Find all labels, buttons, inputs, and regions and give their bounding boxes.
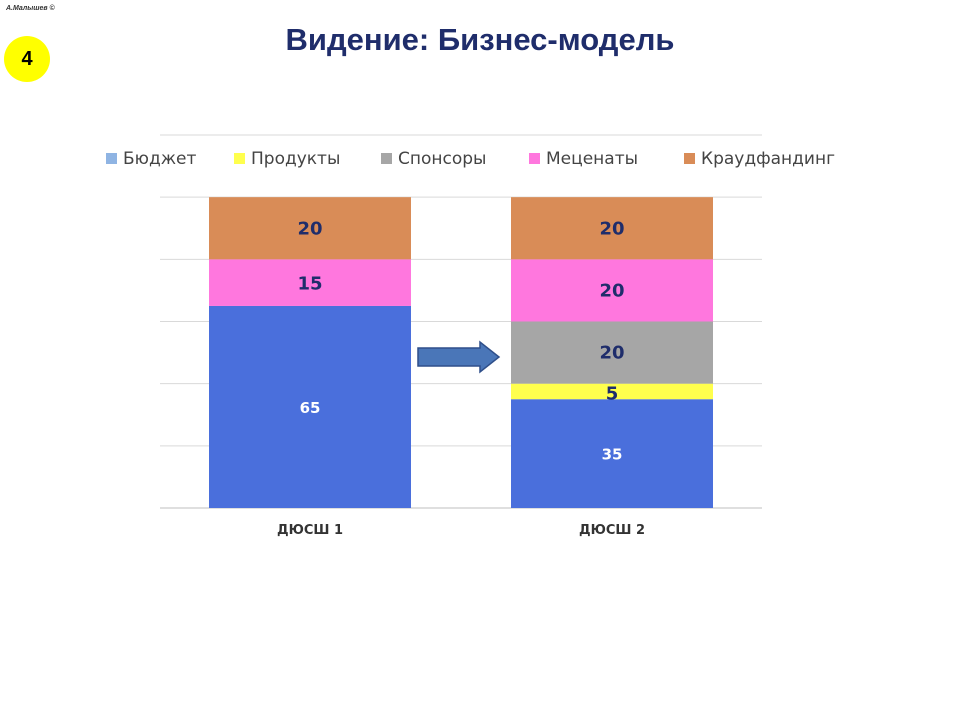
data-label: 5 [606, 384, 619, 405]
legend-swatch [529, 153, 540, 164]
data-label: 20 [599, 343, 624, 364]
data-label: 20 [599, 218, 624, 239]
bar-segment [511, 321, 713, 384]
bar-segment [209, 305, 411, 508]
data-label: 15 [297, 273, 322, 294]
slide-title: Видение: Бизнес-модель [285, 22, 675, 57]
x-axis-tick-labels: ДЮСШ 1 ДЮСШ 2 [277, 523, 645, 538]
legend-swatch [106, 153, 117, 164]
transition-arrow [417, 340, 501, 374]
transition-arrow-layer [417, 340, 501, 374]
legend-label: Бюджет [123, 149, 197, 169]
legend: Бюджет Продукты Спонсоры Меценаты Краудфанди… [106, 149, 835, 169]
legend-swatch [381, 153, 392, 164]
author-credit: А.Малышев © [6, 5, 55, 12]
data-label: 65 [300, 399, 321, 417]
x-tick-label: ДЮСШ 2 [579, 523, 645, 538]
slide-number-badge: 4 [4, 36, 50, 82]
data-labels: 65 15 20 35 5 20 20 20 [297, 218, 624, 463]
x-tick-label: ДЮСШ 1 [277, 523, 343, 538]
bar-segment [209, 197, 411, 260]
bars [209, 197, 713, 508]
bar-segment [511, 197, 713, 260]
data-label: 20 [297, 218, 322, 239]
data-label: 35 [602, 446, 623, 464]
bar-segment [511, 383, 713, 400]
legend-swatch [684, 153, 695, 164]
legend-label: Краудфандинг [701, 149, 835, 169]
data-label: 20 [599, 280, 624, 301]
bar-segment [511, 259, 713, 322]
legend-label: Продукты [251, 149, 340, 169]
legend-label: Спонсоры [398, 149, 486, 169]
bar-segment [209, 259, 411, 306]
legend-swatch [234, 153, 245, 164]
legend-label: Меценаты [546, 149, 638, 169]
bar-segment [511, 399, 713, 508]
